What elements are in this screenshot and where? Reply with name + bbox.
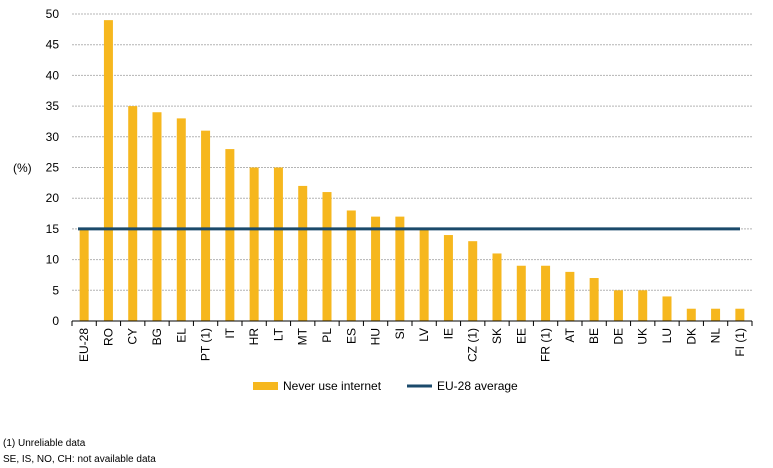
x-tick-label: UK	[636, 328, 650, 345]
gridlines	[72, 13, 752, 291]
y-tick-label: 30	[46, 130, 60, 144]
x-tick-label: EL	[174, 328, 188, 343]
bar	[346, 210, 356, 321]
legend-swatch-never-use-internet	[253, 382, 278, 390]
bar	[273, 167, 283, 321]
bar	[662, 296, 672, 321]
x-tick-label: EU-28	[77, 328, 91, 362]
bar	[128, 106, 138, 321]
bar	[79, 228, 89, 321]
bar	[565, 271, 575, 321]
bar	[468, 241, 478, 321]
x-tick-label: LU	[660, 328, 674, 343]
x-tick-label: MT	[296, 327, 310, 345]
bar	[298, 185, 308, 321]
footnotes: (1) Unreliable data SE, IS, NO, CH: not …	[3, 436, 156, 468]
bar	[176, 118, 186, 321]
bar	[492, 253, 502, 321]
y-tick-label: 25	[46, 161, 60, 175]
axes: 0 5 10 15 20 25 30 35 40 45 50 EU-28 RO CY BG EL PT (1) I…	[46, 7, 753, 362]
x-tick-label: FR (1)	[539, 328, 553, 362]
y-tick-label: 10	[46, 253, 60, 267]
bar	[711, 308, 721, 321]
bar	[735, 308, 745, 321]
bar	[152, 112, 162, 322]
x-tick-label: PT (1)	[199, 328, 213, 361]
x-tick-label: SI	[393, 328, 407, 339]
bar	[686, 308, 696, 321]
x-tick-label: DK	[684, 328, 698, 345]
x-tick-label: PL	[320, 328, 334, 343]
bar	[371, 216, 381, 321]
x-tick-label: HU	[369, 328, 383, 345]
bar	[516, 265, 526, 321]
bar-chart: 0 5 10 15 20 25 30 35 40 45 50 EU-28 RO CY BG EL PT (1) I…	[13, 7, 753, 393]
y-tick-label: 45	[46, 38, 60, 52]
x-tick-label: CZ (1)	[466, 328, 480, 362]
y-tick-label: 35	[46, 99, 60, 113]
legend: Never use internet EU-28 average	[253, 379, 518, 393]
bars	[79, 20, 745, 322]
bar	[638, 290, 648, 321]
x-tick-label: EE	[514, 328, 528, 344]
x-tick-label: HR	[247, 328, 261, 346]
footnote-unreliable: (1) Unreliable data	[3, 438, 86, 449]
y-tick-label: 40	[46, 68, 60, 82]
bar	[201, 130, 211, 321]
x-tick-label: IE	[441, 328, 455, 339]
x-tick-label: IT	[223, 327, 237, 338]
x-tick-label: FI (1)	[733, 328, 747, 357]
x-tick-label: AT	[563, 327, 577, 342]
legend-label-eu28-average: EU-28 average	[437, 379, 518, 393]
bar	[225, 149, 235, 321]
bar	[541, 265, 551, 321]
y-tick-label: 0	[52, 314, 59, 328]
x-tick-label: LT	[271, 327, 285, 341]
x-tick-label: BE	[587, 328, 601, 344]
legend-label-never-use-internet: Never use internet	[283, 379, 382, 393]
x-tick-label: LV	[417, 328, 431, 342]
x-tick-label: SK	[490, 328, 504, 344]
x-tick-label: NL	[709, 328, 723, 344]
bar	[589, 278, 599, 321]
bar	[103, 20, 113, 321]
x-tick-label: DE	[611, 328, 625, 345]
bar	[249, 167, 259, 321]
y-tick-label: 20	[46, 191, 60, 205]
x-tick-label: ES	[344, 328, 358, 344]
footnote-not-available: SE, IS, NO, CH: not available data	[3, 454, 156, 465]
y-tick-label: 15	[46, 222, 60, 236]
y-tick-label: 5	[52, 283, 59, 297]
bar	[419, 228, 429, 321]
bar	[395, 216, 405, 321]
bar	[322, 192, 332, 321]
x-tick-label: CY	[126, 328, 140, 345]
y-axis-label: (%)	[13, 161, 32, 175]
y-tick-label: 50	[46, 7, 60, 21]
x-tick-label: RO	[101, 328, 115, 346]
bar	[443, 235, 453, 321]
x-tick-label: BG	[150, 328, 164, 345]
bar	[613, 290, 623, 321]
